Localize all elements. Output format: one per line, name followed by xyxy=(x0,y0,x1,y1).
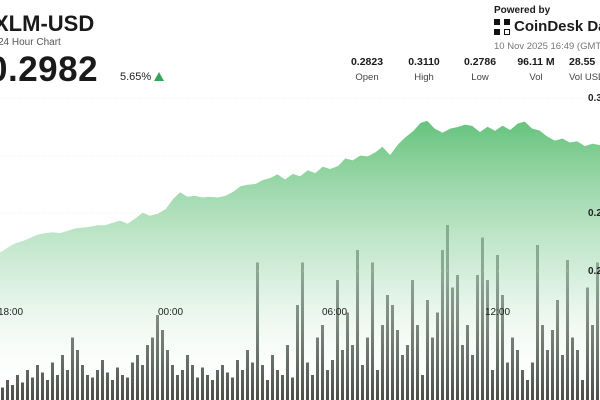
stat-label: High xyxy=(414,72,434,83)
stat-label: Low xyxy=(471,72,489,83)
brand-logo[interactable]: CoinDesk Data xyxy=(494,18,600,35)
up-arrow-icon xyxy=(154,72,164,81)
y-tick: 0.3 xyxy=(588,93,600,104)
stat-value: 0.2786 xyxy=(463,56,497,68)
x-tick: 18:00 xyxy=(0,307,24,318)
powered-by-label: Powered by xyxy=(494,5,551,16)
stat-high: 0.3110 High xyxy=(394,56,454,83)
stat-open: 0.2823 Open xyxy=(337,56,397,83)
y-tick: 0.2 xyxy=(588,208,600,219)
coindesk-logo-icon xyxy=(494,18,510,35)
y-tick: 0.2 xyxy=(588,266,600,277)
stat-vol-usd: 28.55 Vol USD xyxy=(556,56,600,83)
current-price: 0.2982 xyxy=(0,50,99,89)
price-area xyxy=(0,119,600,400)
stat-label: Open xyxy=(355,72,379,83)
stat-vol: 96.11 M Vol xyxy=(506,56,566,83)
page-title: XLM-USD xyxy=(0,11,95,36)
x-tick: 00:00 xyxy=(158,307,184,318)
price-change: 5.65% xyxy=(120,71,152,83)
stat-value: 28.55 xyxy=(569,56,596,68)
stat-label: Vol xyxy=(529,72,543,83)
chart-subtitle: 24 Hour Chart xyxy=(0,37,61,48)
x-tick: 06:00 xyxy=(322,307,348,318)
stat-label: Vol USD xyxy=(569,72,600,83)
brand-name: CoinDesk Data xyxy=(514,18,600,35)
x-tick: 12:00 xyxy=(485,307,511,318)
timestamp: 10 Nov 2025 16:49 (GMT xyxy=(494,41,600,52)
stat-low: 0.2786 Low xyxy=(450,56,510,83)
stat-value: 96.11 M xyxy=(517,56,555,68)
price-line xyxy=(0,118,600,253)
stat-value: 0.2823 xyxy=(350,56,384,68)
stat-value: 0.3110 xyxy=(408,56,440,68)
